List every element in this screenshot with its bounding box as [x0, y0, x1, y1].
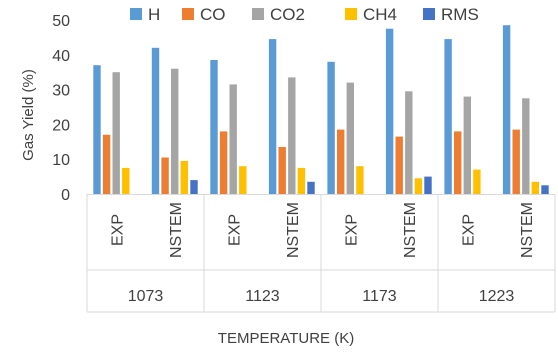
legend-label-h: H	[148, 5, 160, 24]
bar-co2-4	[346, 82, 354, 194]
bar-rms-3	[307, 181, 315, 194]
legend-swatch-co2	[252, 8, 264, 20]
bar-rms-5	[424, 176, 432, 194]
y-tick-label: 10	[52, 152, 70, 169]
bar-co2-5	[405, 91, 413, 194]
legend-swatch-co	[182, 8, 194, 20]
x-group-label: 1073	[128, 288, 164, 305]
bar-ch4-6	[473, 169, 481, 194]
plot-area	[93, 25, 549, 195]
y-axis-label: Gas Yield (%)	[20, 69, 37, 161]
bar-ch4-4	[356, 166, 364, 194]
x-category-label: EXP	[226, 214, 243, 246]
x-category-label: EXP	[343, 214, 360, 246]
y-axis: 0 10 20 30 40 50	[52, 13, 70, 204]
x-group-label: 1223	[479, 288, 515, 305]
bar-ch4-7	[531, 181, 539, 194]
legend: H CO CO2 CH4 RMS	[130, 5, 479, 24]
bar-co-4	[337, 129, 345, 194]
bar-h-3	[268, 39, 277, 194]
bar-co2-6	[463, 96, 471, 194]
legend-swatch-ch4	[345, 8, 357, 20]
x-group-label: 1173	[362, 288, 397, 305]
bar-ch4-3	[297, 167, 306, 194]
y-tick-label: 20	[52, 117, 70, 134]
bar-co-0	[102, 134, 111, 194]
y-tick-label: 50	[52, 13, 70, 30]
bar-co2-1	[171, 68, 179, 194]
bar-co-7	[512, 129, 520, 194]
bar-ch4-0	[122, 167, 130, 194]
bar-co-1	[161, 157, 169, 194]
bar-h-2	[210, 60, 218, 194]
bar-ch4-2	[239, 166, 247, 194]
legend-swatch-h	[130, 8, 142, 20]
bar-co-5	[395, 136, 403, 194]
x-category-label: NSTEM	[519, 202, 536, 258]
bar-ch4-1	[180, 160, 188, 194]
legend-label-rms: RMS	[441, 5, 479, 24]
y-tick-label: 0	[61, 187, 70, 204]
bar-co2-7	[522, 98, 530, 194]
bar-rms-1	[190, 180, 198, 194]
bar-co-3	[278, 147, 286, 194]
x-axis: EXP NSTEM EXP NSTEM EXP NSTEM EXP NSTEM 1073 1123…	[86, 194, 556, 313]
bar-co2-2	[229, 84, 237, 194]
legend-swatch-rms	[423, 8, 435, 20]
x-category-label: NSTEM	[168, 202, 185, 258]
bar-h-4	[327, 61, 335, 194]
y-tick-label: 30	[52, 83, 70, 100]
legend-label-co2: CO2	[270, 5, 305, 24]
bar-rms-7	[541, 185, 549, 194]
bar-h-6	[444, 39, 452, 194]
x-axis-label: TEMPERATURE (K)	[218, 330, 354, 347]
bar-co2-3	[288, 77, 296, 194]
x-category-label: EXP	[460, 214, 477, 246]
bar-h-5	[385, 28, 394, 195]
bar-ch4-5	[414, 178, 423, 194]
x-category-label: EXP	[109, 214, 126, 246]
legend-label-co: CO	[200, 5, 226, 24]
bar-h-0	[93, 65, 101, 194]
bar-co-2	[219, 131, 228, 194]
x-group-label: 1123	[245, 288, 280, 305]
bar-co-6	[454, 131, 462, 194]
legend-label-ch4: CH4	[363, 5, 397, 24]
bar-h-7	[502, 25, 511, 195]
bar-co2-0	[112, 72, 120, 194]
bar-h-1	[151, 47, 160, 194]
x-category-label: NSTEM	[285, 202, 302, 258]
x-category-label: NSTEM	[402, 202, 419, 258]
y-tick-label: 40	[52, 48, 70, 65]
